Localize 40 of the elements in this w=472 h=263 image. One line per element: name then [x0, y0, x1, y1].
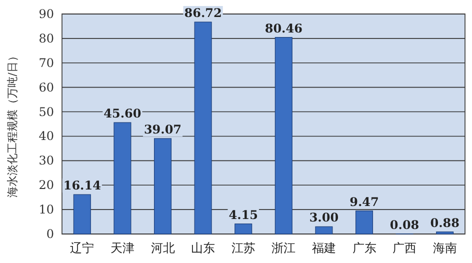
bar	[355, 210, 374, 234]
bar	[194, 22, 212, 234]
y-tick-label: 50	[38, 104, 54, 119]
data-label: 0.88	[430, 216, 460, 230]
y-tick-label: 90	[38, 7, 54, 21]
bar	[154, 138, 172, 234]
data-label: 39.07	[144, 122, 182, 136]
x-tick-label: 江苏	[231, 241, 256, 255]
data-label: 45.60	[104, 106, 142, 121]
bar	[234, 224, 252, 234]
x-tick-label: 广西	[392, 241, 417, 255]
data-label: 9.47	[350, 194, 379, 209]
x-tick-label: 广东	[352, 241, 376, 255]
data-label: 0.08	[390, 218, 420, 232]
data-label: 86.72	[184, 6, 222, 20]
y-tick-label: 60	[38, 80, 54, 94]
data-label: 80.46	[264, 21, 302, 36]
x-tick-label: 福建	[312, 241, 336, 255]
y-tick-label: 0	[46, 227, 54, 241]
y-tick-label: 40	[38, 129, 54, 144]
y-tick-label: 20	[38, 178, 54, 192]
x-tick-label: 山东	[191, 241, 216, 255]
data-label: 4.15	[228, 208, 258, 222]
bar	[114, 122, 132, 234]
x-tick-label: 辽宁	[70, 241, 94, 255]
y-axis-title: 海水淡化工程规模（万吨/日）	[6, 50, 19, 198]
bar	[73, 194, 91, 234]
y-tick-label: 10	[38, 202, 54, 217]
y-tick-label: 80	[38, 31, 54, 46]
x-tick-label: 河北	[150, 241, 175, 255]
data-label: 3.00	[309, 210, 339, 225]
y-tick-label: 30	[38, 154, 54, 168]
y-tick-label: 70	[38, 56, 54, 70]
x-tick-label: 天津	[110, 241, 134, 255]
data-label: 16.14	[63, 178, 101, 193]
x-tick-label: 海南	[432, 241, 457, 255]
bar	[436, 232, 454, 234]
bar	[315, 226, 333, 234]
x-tick-label: 浙江	[272, 241, 296, 255]
bar	[274, 37, 292, 234]
